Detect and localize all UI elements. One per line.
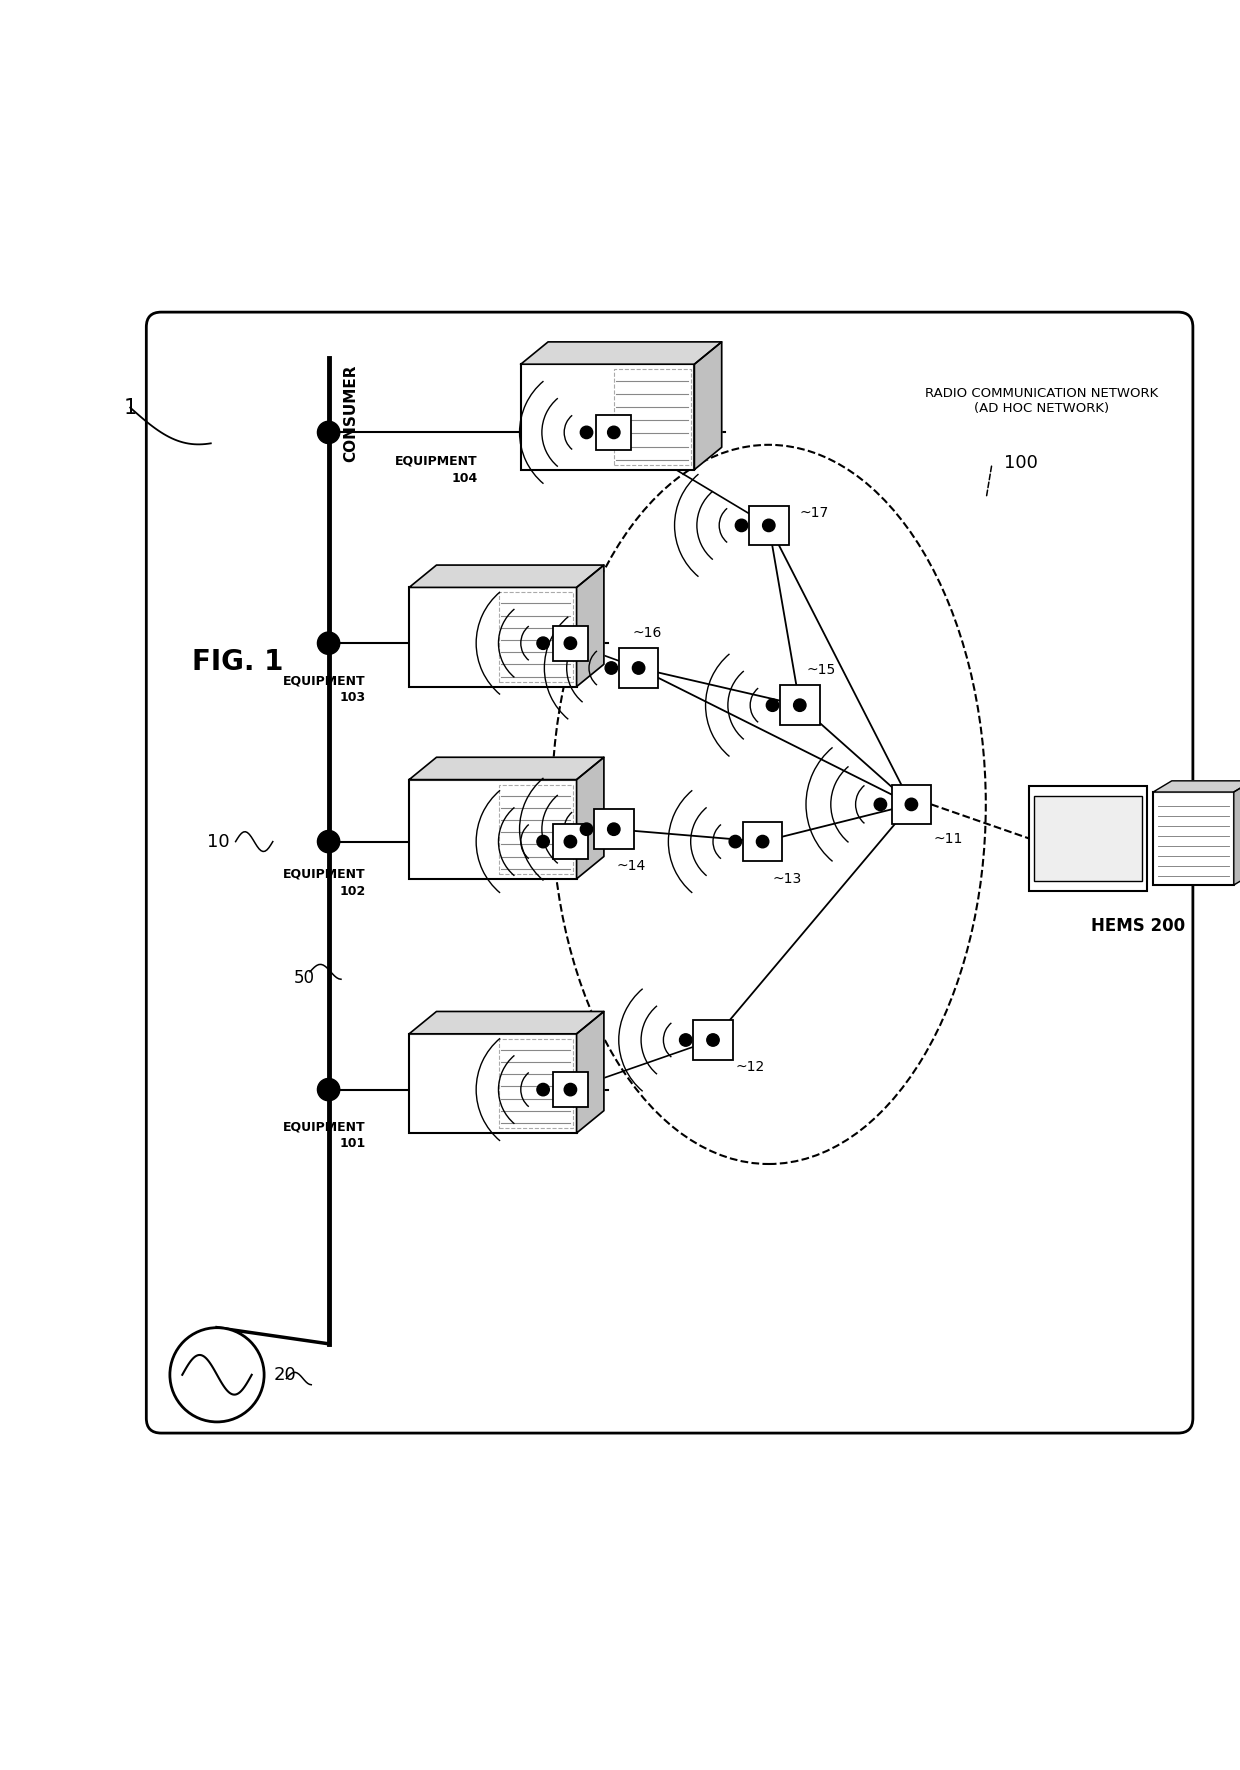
Bar: [521, 365, 694, 469]
Polygon shape: [694, 342, 722, 469]
Bar: [749, 506, 789, 545]
Text: ~16: ~16: [632, 627, 662, 641]
Circle shape: [729, 835, 742, 848]
Text: 20: 20: [274, 1366, 296, 1384]
Circle shape: [735, 519, 748, 531]
Bar: [498, 784, 573, 874]
Circle shape: [905, 798, 918, 811]
Bar: [594, 809, 634, 850]
Circle shape: [605, 662, 618, 674]
Polygon shape: [409, 758, 604, 779]
Bar: [596, 414, 631, 450]
Polygon shape: [1234, 781, 1240, 885]
Text: ~15: ~15: [806, 664, 836, 678]
Circle shape: [794, 699, 806, 712]
Text: HEMS 200: HEMS 200: [1091, 917, 1184, 935]
Bar: [498, 593, 573, 681]
Polygon shape: [409, 1011, 604, 1034]
Bar: [553, 1073, 588, 1106]
Bar: [498, 1039, 573, 1127]
Polygon shape: [577, 565, 604, 687]
Circle shape: [580, 823, 593, 835]
Circle shape: [537, 637, 549, 650]
Bar: [743, 821, 782, 862]
Circle shape: [170, 1328, 264, 1421]
Circle shape: [766, 699, 779, 712]
Circle shape: [608, 823, 620, 835]
Bar: [614, 370, 691, 466]
Bar: [553, 627, 588, 660]
Bar: [780, 685, 820, 726]
Circle shape: [756, 835, 769, 848]
Circle shape: [763, 519, 775, 531]
Text: ~11: ~11: [934, 832, 963, 846]
Bar: [619, 648, 658, 689]
Polygon shape: [409, 565, 604, 588]
Text: EQUIPMENT
104: EQUIPMENT 104: [394, 455, 477, 485]
Text: CONSUMER: CONSUMER: [343, 365, 358, 462]
Text: ~13: ~13: [773, 873, 802, 885]
Circle shape: [564, 637, 577, 650]
Circle shape: [608, 427, 620, 439]
Bar: [892, 784, 931, 825]
Text: FIG. 1: FIG. 1: [192, 648, 284, 676]
Circle shape: [707, 1034, 719, 1046]
Bar: [409, 588, 577, 687]
Text: ~12: ~12: [735, 1060, 765, 1074]
Polygon shape: [1153, 781, 1240, 791]
Circle shape: [680, 1034, 692, 1046]
Text: EQUIPMENT
102: EQUIPMENT 102: [283, 867, 366, 897]
Circle shape: [317, 1078, 340, 1101]
Circle shape: [580, 427, 593, 439]
Circle shape: [537, 1083, 549, 1096]
Polygon shape: [577, 758, 604, 878]
Circle shape: [317, 421, 340, 444]
Polygon shape: [521, 342, 722, 365]
Circle shape: [317, 830, 340, 853]
Circle shape: [564, 1083, 577, 1096]
Text: ~17: ~17: [800, 506, 830, 520]
Circle shape: [564, 835, 577, 848]
Text: 10: 10: [207, 832, 229, 851]
Text: 100: 100: [1004, 455, 1038, 473]
Circle shape: [537, 835, 549, 848]
Circle shape: [317, 632, 340, 655]
Bar: [553, 825, 588, 858]
Bar: [409, 779, 577, 878]
Circle shape: [874, 798, 887, 811]
Bar: [1153, 791, 1234, 885]
Bar: [1034, 796, 1142, 881]
Circle shape: [632, 662, 645, 674]
FancyBboxPatch shape: [146, 312, 1193, 1434]
Text: 1: 1: [124, 398, 136, 418]
Bar: [693, 1020, 733, 1060]
Text: 50: 50: [294, 968, 314, 988]
Bar: [1029, 786, 1147, 892]
Bar: [409, 1034, 577, 1133]
Polygon shape: [577, 1011, 604, 1133]
Text: EQUIPMENT
103: EQUIPMENT 103: [283, 674, 366, 704]
Text: EQUIPMENT
101: EQUIPMENT 101: [283, 1120, 366, 1150]
Text: RADIO COMMUNICATION NETWORK
(AD HOC NETWORK): RADIO COMMUNICATION NETWORK (AD HOC NETW…: [925, 388, 1158, 416]
Text: ~14: ~14: [616, 860, 646, 873]
